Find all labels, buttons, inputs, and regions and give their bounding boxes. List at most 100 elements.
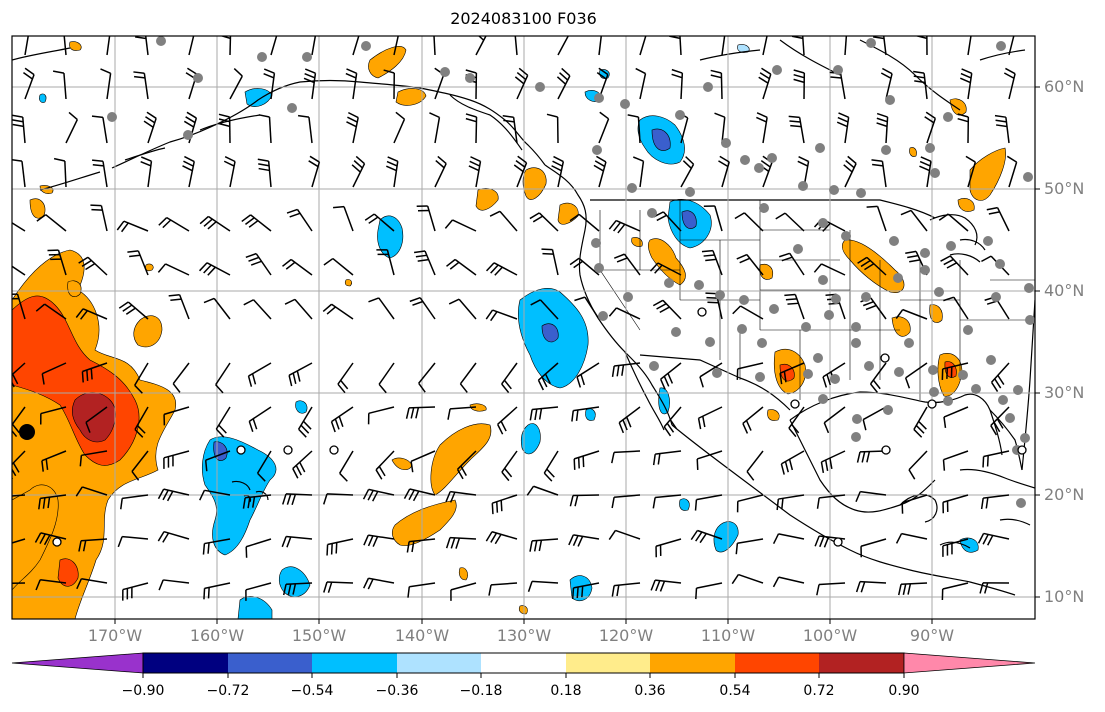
wind-barb [12, 158, 26, 188]
wind-barb [633, 156, 645, 188]
station-dot [818, 218, 828, 228]
wind-barb [158, 216, 190, 232]
wind-barb [459, 362, 477, 393]
wind-barb [330, 406, 354, 433]
wind-barb [613, 253, 641, 276]
wind-barb [34, 532, 67, 546]
station-dot [156, 36, 166, 46]
wind-barb [406, 538, 436, 553]
station-dot [943, 396, 953, 406]
wind-barb [546, 113, 559, 144]
colorbar-tick-label: −0.36 [375, 683, 419, 699]
colorbar-tick-label: 0.54 [719, 683, 751, 699]
wind-barb [618, 406, 641, 434]
calm-station-circle [236, 445, 246, 455]
wind-barb [91, 115, 108, 144]
wind-barb [598, 36, 603, 56]
station-dot [694, 280, 704, 290]
wind-barb [337, 362, 354, 394]
wind-barb [363, 534, 395, 547]
wind-barb [942, 494, 969, 514]
colorbar-cell [650, 653, 735, 673]
station-dot [925, 143, 935, 153]
station-dot [685, 187, 695, 197]
wind-barb [456, 450, 477, 480]
station-dot [1013, 385, 1023, 395]
wind-barb [994, 114, 1010, 144]
station-dot [721, 138, 731, 148]
wind-barb [322, 303, 354, 320]
wind-barb [699, 362, 723, 388]
lon-label-90w: 90°W [909, 626, 955, 645]
wind-barb [311, 36, 317, 56]
wind-barb [91, 159, 108, 188]
wind-barb [543, 450, 559, 482]
wind-barb [135, 36, 149, 56]
wind-barb [718, 155, 730, 188]
wind-barb [78, 256, 108, 276]
wind-barb [943, 406, 969, 429]
wind-barb [407, 582, 436, 598]
wind-barb [345, 68, 358, 100]
wind-barb [117, 535, 149, 548]
wind-barb [215, 362, 231, 394]
wind-barb [908, 450, 928, 480]
wind-barb [323, 581, 354, 593]
wind-barb [690, 529, 723, 544]
wind-barb [375, 450, 395, 480]
wind-barb [530, 299, 559, 320]
station-dot [893, 273, 903, 283]
wind-barb [779, 252, 805, 276]
wind-barb [450, 582, 477, 601]
wind-barb [703, 205, 723, 232]
wind-barb [816, 582, 846, 596]
wind-barb [784, 293, 805, 320]
lon-label-160w: 160°W [189, 626, 245, 645]
colorbar-tick-label: 0.72 [803, 683, 835, 699]
wind-barb [308, 155, 321, 188]
wind-barb [652, 450, 682, 466]
wind-barb [735, 538, 764, 555]
wind-barb [695, 582, 723, 600]
station-dot [831, 294, 841, 304]
wind-barb [157, 488, 190, 502]
wind-barb [12, 450, 26, 480]
wind-barb [485, 531, 518, 545]
wind-barb [410, 450, 436, 473]
station-dot [594, 93, 604, 103]
wind-barb [47, 249, 67, 276]
station-dot [1005, 413, 1015, 423]
colorbar-tick-label: −0.18 [459, 683, 503, 699]
wind-barb [762, 36, 768, 56]
wind-barb [746, 450, 764, 481]
station-dot [737, 324, 747, 334]
wind-barb [611, 494, 641, 509]
station-dot [851, 338, 861, 348]
station-dot [861, 292, 871, 302]
wind-barb [659, 362, 682, 390]
wind-barb [959, 68, 973, 100]
wind-barb [502, 115, 518, 144]
wind-barb [655, 538, 682, 558]
station-dot [971, 384, 981, 394]
station-dot [813, 353, 823, 363]
station-markers [52, 36, 1035, 547]
wind-barb [514, 67, 529, 100]
colorbar-cell [397, 653, 481, 673]
wind-barb [41, 450, 67, 472]
station-dot [361, 41, 371, 51]
wind-barb [219, 36, 232, 56]
wind-barb [40, 406, 67, 425]
wind-barb [351, 155, 366, 188]
lat-label-30n: 30°N [1044, 383, 1085, 402]
station-dot [740, 155, 750, 165]
wind-barb [368, 297, 395, 320]
station-dot [998, 395, 1008, 405]
wind-barb [756, 112, 768, 144]
station-dot [818, 394, 828, 404]
station-dot [851, 322, 861, 332]
calm-station-circle [283, 445, 293, 455]
wind-barb [742, 406, 764, 434]
wind-barb [199, 489, 231, 501]
wind-barb [297, 114, 313, 144]
